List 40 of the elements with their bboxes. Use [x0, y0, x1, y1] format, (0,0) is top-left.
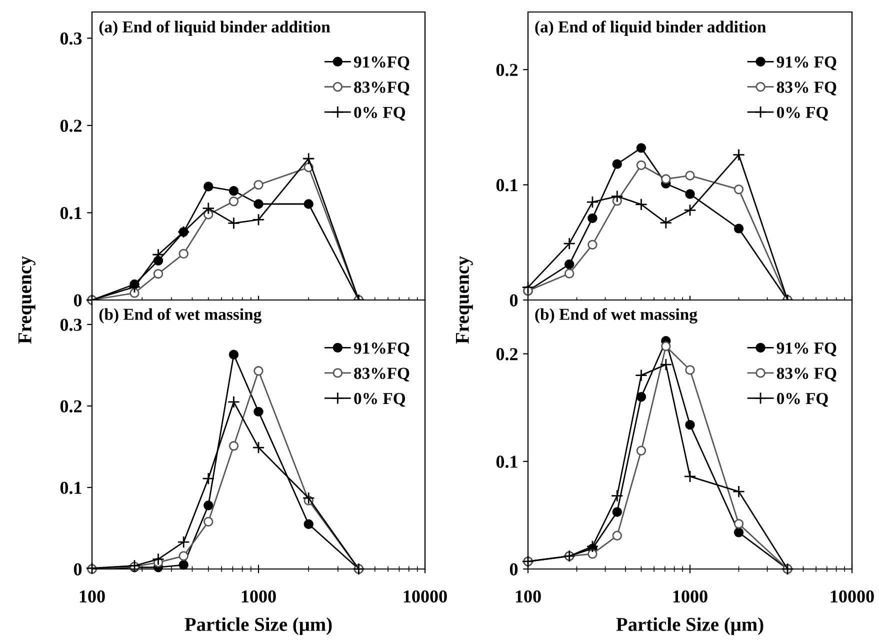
y-tick-label: 0.3: [60, 32, 82, 45]
y-tick-label: 0: [74, 563, 82, 576]
legend-label: 83%FQ: [354, 368, 410, 382]
y-tick-label: 0: [74, 294, 82, 306]
legend-label: 0% FQ: [776, 106, 828, 121]
y-tick-label: 0.1: [60, 482, 82, 494]
x-tick-label: 10000: [830, 590, 874, 603]
x-tick-label: 1000: [673, 590, 708, 603]
x-tick-label: 100: [516, 590, 541, 603]
legend-label: 91% FQ: [776, 342, 836, 356]
x-axis-title: Particle Size (μm): [184, 617, 332, 635]
legend-label: 0% FQ: [354, 106, 406, 121]
y-tick-label: 0.2: [496, 348, 518, 360]
y-tick-label: 0.2: [496, 64, 518, 76]
chart-title: (a) End of liquid binder addition: [535, 20, 766, 36]
legend-label: 83% FQ: [776, 82, 836, 96]
y-axis-title: Frequency: [456, 256, 473, 344]
legend-label: 83% FQ: [776, 368, 836, 382]
x-tick-label: 100: [80, 590, 105, 603]
legend-label: 91%FQ: [354, 342, 410, 356]
legend-label: 0% FQ: [776, 392, 828, 407]
y-tick-label: 0.2: [60, 400, 82, 412]
chart-title: (a) End of liquid binder addition: [99, 20, 330, 36]
legend-label: 91%FQ: [354, 56, 410, 70]
chart-title: (b) End of wet massing: [535, 308, 698, 324]
y-tick-label: 0.2: [60, 120, 82, 132]
chart-title: (b) End of wet massing: [99, 308, 262, 324]
y-tick-label: 0.1: [60, 206, 82, 220]
legend-label: 0% FQ: [354, 392, 406, 407]
x-axis-title: Particle Size (μm): [616, 617, 764, 635]
x-tick-label: 1000: [242, 590, 276, 603]
y-tick-label: 0.1: [496, 179, 518, 192]
y-tick-label: 0.3: [60, 318, 82, 331]
x-tick-label: 10000: [404, 590, 447, 603]
y-axis-title: Frequency: [18, 256, 36, 344]
y-tick-label: 0: [510, 563, 518, 576]
y-tick-label: 0: [510, 294, 518, 306]
legend-label: 83%FQ: [354, 82, 410, 96]
y-tick-label: 0.1: [496, 456, 518, 468]
legend-label: 91% FQ: [776, 56, 836, 70]
